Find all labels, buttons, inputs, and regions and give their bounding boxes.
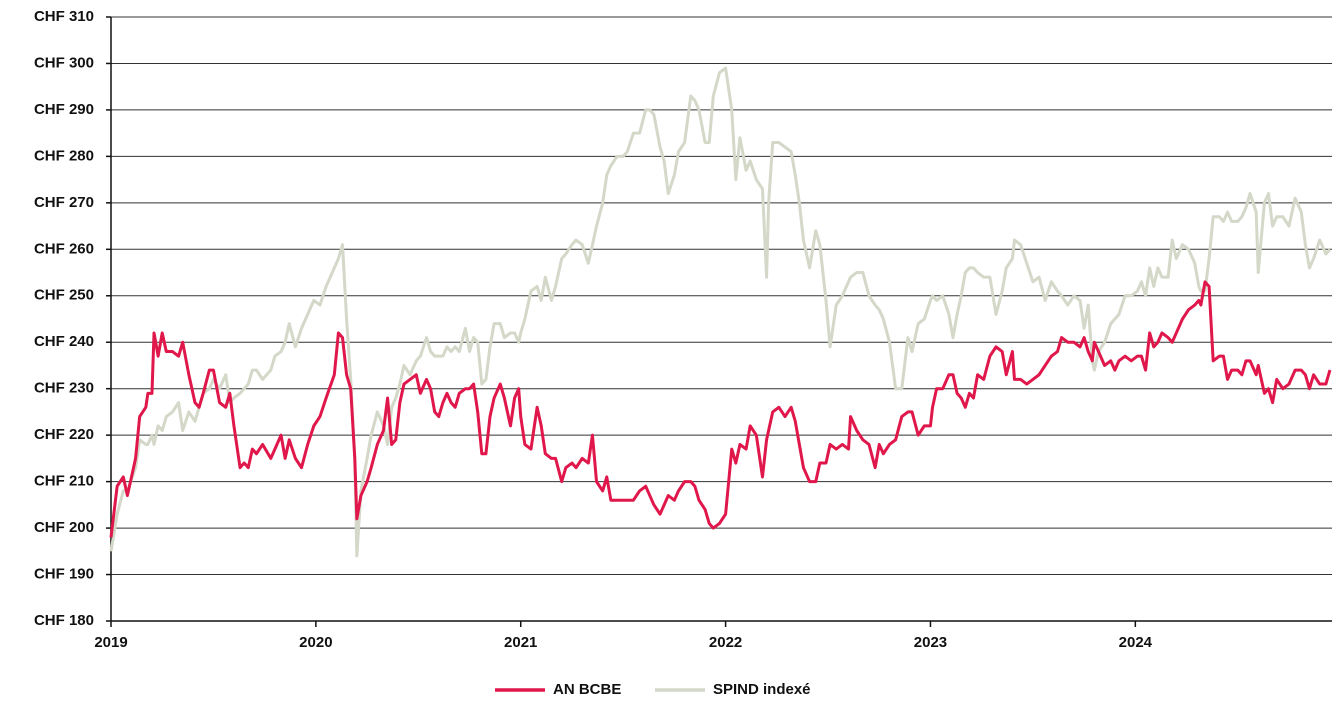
- x-tick-label: 2022: [709, 634, 742, 651]
- line-series: [109, 66, 1332, 558]
- y-tick-label: CHF 310: [34, 8, 94, 25]
- y-tick-label: CHF 180: [34, 612, 94, 629]
- y-tick-label: CHF 260: [34, 240, 94, 257]
- x-tick-label: 2020: [299, 634, 332, 651]
- y-tick-label: CHF 240: [34, 333, 94, 350]
- x-tick-label: 2024: [1119, 634, 1153, 651]
- y-tick-label: CHF 280: [34, 147, 94, 164]
- y-tick-label: CHF 190: [34, 566, 94, 583]
- y-tick-label: CHF 220: [34, 426, 94, 443]
- y-tick-label: CHF 230: [34, 380, 94, 397]
- y-tick-label: CHF 250: [34, 287, 94, 304]
- y-tick-label: CHF 290: [34, 101, 94, 118]
- y-tick-label: CHF 300: [34, 54, 94, 71]
- x-tick-label: 2019: [94, 634, 127, 651]
- y-tick-label: CHF 210: [34, 473, 94, 490]
- legend-label: SPIND indexé: [713, 681, 811, 698]
- x-tick-label: 2023: [914, 634, 947, 651]
- y-tick-label: CHF 200: [34, 519, 94, 536]
- x-tick-label: 2021: [504, 634, 537, 651]
- y-tick-label: CHF 270: [34, 194, 94, 211]
- legend-label: AN BCBE: [553, 681, 621, 698]
- line-series: [109, 280, 1332, 538]
